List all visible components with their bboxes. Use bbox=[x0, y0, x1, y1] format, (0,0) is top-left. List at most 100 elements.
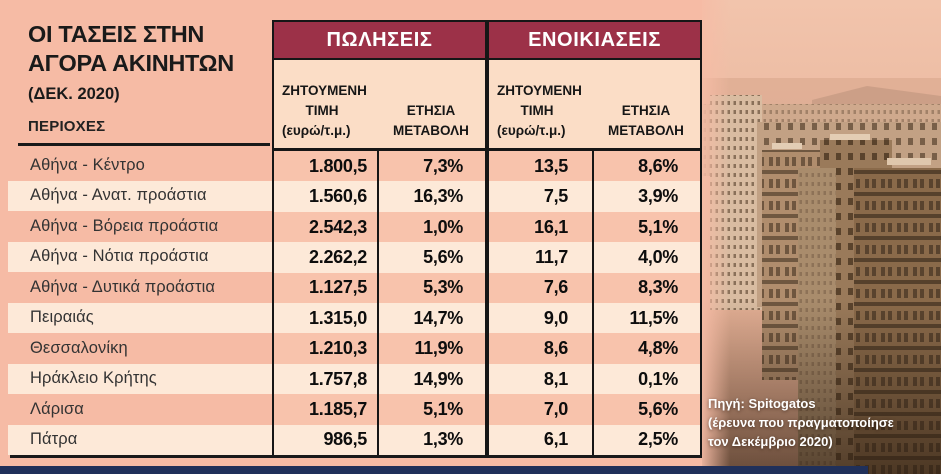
rent-change-value: 8,3% bbox=[592, 272, 700, 304]
region-label: Αθήνα - Ανατ. προάστια bbox=[30, 186, 207, 205]
region-label: Αθήνα - Δυτικά προάστια bbox=[30, 277, 215, 296]
asking-price-line-2: ΤΙΜΗ bbox=[520, 103, 554, 118]
rent-change-value: 2,5% bbox=[592, 424, 700, 456]
table-row: Αθήνα - Ανατ. προάστια bbox=[8, 180, 272, 211]
sale-change-value: 14,9% bbox=[377, 363, 485, 395]
table-row: 1.315,0 14,7% bbox=[274, 303, 485, 334]
annual-change-header: ΕΤΗΣΙΑ ΜΕΤΑΒΟΛΗ bbox=[592, 60, 700, 148]
table-row: Αθήνα - Βόρεια προάστια bbox=[8, 211, 272, 242]
annual-change-line-1: ΕΤΗΣΙΑ bbox=[406, 103, 456, 118]
rent-change-value: 4,0% bbox=[592, 242, 700, 273]
page-title-line-1: ΟΙ ΤΑΣΕΙΣ ΣΤΗΝ bbox=[28, 21, 205, 47]
table-row: Αθήνα - Νότια προάστια bbox=[8, 241, 272, 272]
sale-price-value: 1.185,7 bbox=[309, 398, 367, 419]
source-line-2: (έρευνα που πραγματοποίησε bbox=[708, 415, 894, 430]
annual-change-header: ΕΤΗΣΙΑ ΜΕΤΑΒΟΛΗ bbox=[377, 60, 485, 148]
rent-price-value: 13,5 bbox=[534, 155, 568, 176]
title-period: (ΔΕΚ. 2020) bbox=[28, 85, 120, 103]
sale-price-value: 1.127,5 bbox=[309, 277, 367, 298]
rent-price-value: 9,0 bbox=[543, 307, 568, 328]
asking-price-line-1: ΖΗΤΟΥΜΕΝΗ bbox=[497, 83, 582, 98]
sales-group: ΠΩΛΗΣΕΙΣ ΖΗΤΟΥΜΕΝΗ ΤΙΜΗ (ευρώ/τ.μ.) ΕΤΗΣ… bbox=[272, 20, 487, 457]
table-row: 1.210,3 11,9% bbox=[274, 333, 485, 364]
sale-change-value: 1,3% bbox=[377, 424, 485, 456]
rent-price-value: 8,1 bbox=[543, 368, 568, 389]
annual-change-line-2: ΜΕΤΑΒΟΛΗ bbox=[393, 123, 469, 138]
table-row: 1.800,5 7,3% bbox=[274, 151, 485, 182]
asking-price-line-3: (ευρώ/τ.μ.) bbox=[282, 123, 351, 138]
annual-change-line-2: ΜΕΤΑΒΟΛΗ bbox=[608, 123, 684, 138]
table-row: 7,6 8,3% bbox=[489, 272, 700, 304]
table-row: Θεσσαλονίκη bbox=[8, 333, 272, 364]
region-label: Αθήνα - Νότια προάστια bbox=[30, 247, 209, 266]
sale-change-value: 14,7% bbox=[377, 303, 485, 334]
source-line-1: Πηγή: Spitogatos bbox=[708, 396, 816, 411]
source-line-3: τον Δεκέμβριο 2020) bbox=[708, 434, 833, 449]
rent-change-value: 3,9% bbox=[592, 181, 700, 212]
table-row: Ηράκλειο Κρήτης bbox=[8, 363, 272, 394]
rent-price-value: 7,6 bbox=[543, 277, 568, 298]
sale-change-value: 1,0% bbox=[377, 211, 485, 243]
table-bottom-rule bbox=[10, 455, 702, 458]
rentals-group: ΕΝΟΙΚΙΑΣΕΙΣ ΖΗΤΟΥΜΕΝΗ ΤΙΜΗ (ευρώ/τ.μ.) Ε… bbox=[487, 20, 702, 457]
table-row: 1.127,5 5,3% bbox=[274, 272, 485, 304]
regions-header-rule bbox=[18, 143, 270, 146]
rent-price-value: 16,1 bbox=[534, 216, 568, 237]
bottom-navy-bar bbox=[0, 466, 868, 474]
regions-column-header: ΠΕΡΙΟΧΕΣ bbox=[28, 118, 106, 135]
sale-price-value: 1.757,8 bbox=[309, 368, 367, 389]
sales-group-header: ΠΩΛΗΣΕΙΣ bbox=[274, 22, 485, 60]
rentals-data-rows: 13,5 8,6% 7,5 3,9% 16,1 5,1% 11,7 4,0% 7,6 8,… bbox=[489, 151, 700, 456]
region-label: Αθήνα - Κέντρο bbox=[30, 155, 145, 174]
sale-change-value: 5,6% bbox=[377, 242, 485, 273]
sale-price-value: 2.542,3 bbox=[309, 216, 367, 237]
sale-change-value: 11,9% bbox=[377, 333, 485, 364]
table-row: 7,5 3,9% bbox=[489, 181, 700, 212]
regions-column: Αθήνα - Κέντρο Αθήνα - Ανατ. προάστια Αθ… bbox=[8, 150, 272, 455]
table-row: Πειραιάς bbox=[8, 302, 272, 333]
rentals-group-header: ΕΝΟΙΚΙΑΣΕΙΣ bbox=[489, 22, 700, 60]
table-row: 2.542,3 1,0% bbox=[274, 211, 485, 243]
sale-price-value: 986,5 bbox=[323, 429, 367, 450]
table-row: 11,7 4,0% bbox=[489, 242, 700, 273]
sale-price-value: 1.315,0 bbox=[309, 307, 367, 328]
page-title-line-2: ΑΓΟΡΑ ΑΚΙΝΗΤΩΝ bbox=[28, 50, 234, 76]
table-row: 1.560,6 16,3% bbox=[274, 181, 485, 212]
rent-change-value: 0,1% bbox=[592, 363, 700, 395]
annual-change-line-1: ΕΤΗΣΙΑ bbox=[621, 103, 671, 118]
rent-change-value: 8,6% bbox=[592, 151, 700, 182]
rent-price-value: 7,5 bbox=[543, 186, 568, 207]
cityscape-illustration bbox=[702, 0, 941, 474]
asking-price-line-2: ΤΙΜΗ bbox=[305, 103, 339, 118]
table-row: 986,5 1,3% bbox=[274, 424, 485, 456]
region-label: Ηράκλειο Κρήτης bbox=[30, 369, 157, 388]
table-row: 1.757,8 14,9% bbox=[274, 363, 485, 395]
table-row: 16,1 5,1% bbox=[489, 211, 700, 243]
table-row: 7,0 5,6% bbox=[489, 394, 700, 425]
sales-subheader: ΖΗΤΟΥΜΕΝΗ ΤΙΜΗ (ευρώ/τ.μ.) ΕΤΗΣΙΑ ΜΕΤΑΒΟ… bbox=[274, 60, 485, 151]
table-row: 2.262,2 5,6% bbox=[274, 242, 485, 273]
table-row: 1.185,7 5,1% bbox=[274, 394, 485, 425]
table-row: 9,0 11,5% bbox=[489, 303, 700, 334]
sale-change-value: 7,3% bbox=[377, 151, 485, 182]
region-label: Αθήνα - Βόρεια προάστια bbox=[30, 216, 219, 235]
asking-price-header: ΖΗΤΟΥΜΕΝΗ ΤΙΜΗ (ευρώ/τ.μ.) bbox=[274, 60, 377, 148]
sale-change-value: 5,1% bbox=[377, 394, 485, 425]
sales-data-rows: 1.800,5 7,3% 1.560,6 16,3% 2.542,3 1,0% 2.2… bbox=[274, 151, 485, 456]
sale-price-value: 1.560,6 bbox=[309, 186, 367, 207]
region-label: Πάτρα bbox=[30, 430, 78, 449]
table-row: Πάτρα bbox=[8, 424, 272, 455]
rent-price-value: 6,1 bbox=[543, 429, 568, 450]
region-label: Λάρισα bbox=[30, 399, 84, 418]
region-label: Θεσσαλονίκη bbox=[30, 338, 128, 357]
sale-price-value: 1.210,3 bbox=[309, 338, 367, 359]
asking-price-line-3: (ευρώ/τ.μ.) bbox=[497, 123, 566, 138]
sale-change-value: 16,3% bbox=[377, 181, 485, 212]
asking-price-header: ΖΗΤΟΥΜΕΝΗ ΤΙΜΗ (ευρώ/τ.μ.) bbox=[489, 60, 592, 148]
table-row: 6,1 2,5% bbox=[489, 424, 700, 456]
sale-change-value: 5,3% bbox=[377, 272, 485, 304]
table-row: 8,1 0,1% bbox=[489, 363, 700, 395]
sale-price-value: 2.262,2 bbox=[309, 246, 367, 267]
rent-price-value: 8,6 bbox=[543, 338, 568, 359]
